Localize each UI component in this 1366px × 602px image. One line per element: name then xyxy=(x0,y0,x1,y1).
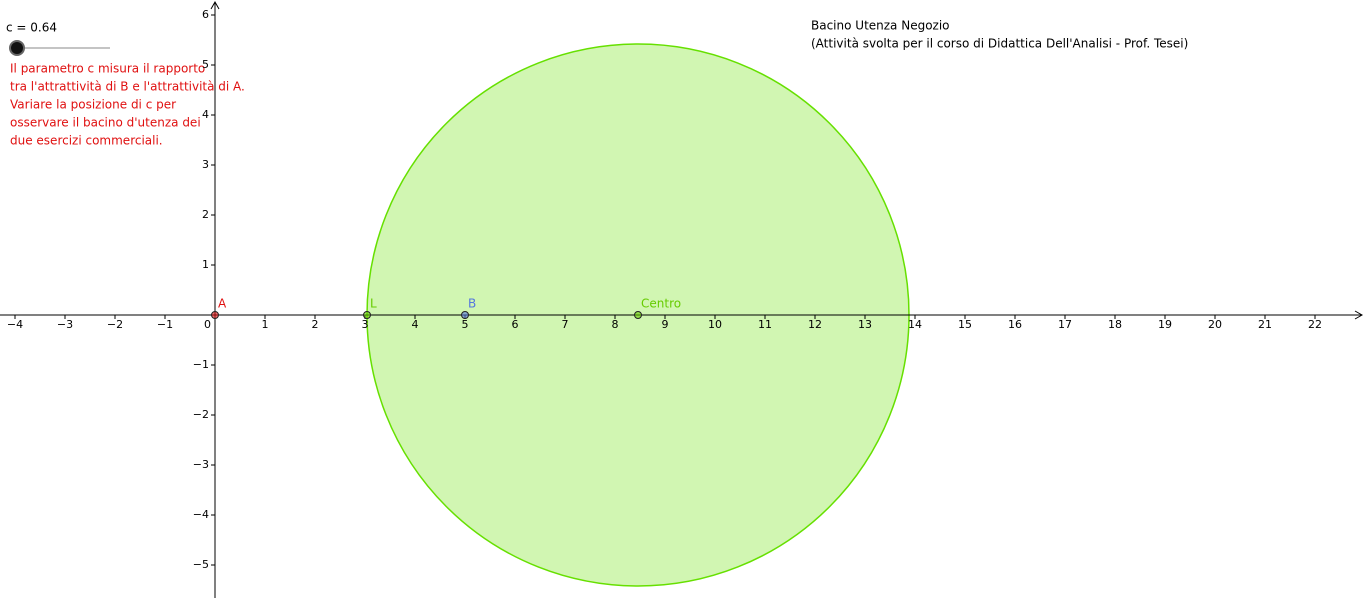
x-tick-label: −1 xyxy=(157,318,173,331)
slider-label: c = 0.64 xyxy=(6,21,57,35)
x-tick-label: −3 xyxy=(57,318,73,331)
x-tick-label: 1 xyxy=(262,318,269,331)
point xyxy=(634,311,642,319)
y-tick-label: −5 xyxy=(193,558,209,571)
note-line: osservare il bacino d'utenza dei xyxy=(10,116,201,130)
x-tick-label: 14 xyxy=(908,318,922,331)
point-label: B xyxy=(468,297,476,311)
origin-label: 0 xyxy=(204,318,211,331)
x-tick-label: 9 xyxy=(662,318,669,331)
y-tick-label: −1 xyxy=(193,358,209,371)
x-tick-label: −4 xyxy=(7,318,23,331)
x-tick-label: 7 xyxy=(562,318,569,331)
x-tick-label: 18 xyxy=(1108,318,1122,331)
y-tick-label: 1 xyxy=(202,258,209,271)
x-tick-label: 10 xyxy=(708,318,722,331)
point-label: L xyxy=(370,297,377,311)
header-line: Bacino Utenza Negozio xyxy=(811,19,950,33)
point xyxy=(211,311,219,319)
x-tick-label: 20 xyxy=(1208,318,1222,331)
x-tick-label: 13 xyxy=(858,318,872,331)
point xyxy=(363,311,371,319)
x-tick-label: 21 xyxy=(1258,318,1272,331)
x-axis-arrow xyxy=(1354,310,1364,320)
note-line: Variare la posizione di c per xyxy=(10,98,176,112)
x-tick-label: 5 xyxy=(462,318,469,331)
x-tick-label: −2 xyxy=(107,318,123,331)
note-line: due esercizi commerciali. xyxy=(10,134,163,148)
header-line: (Attività svolta per il corso di Didatti… xyxy=(811,37,1188,51)
x-tick-label: 3 xyxy=(362,318,369,331)
slider-knob[interactable] xyxy=(9,40,25,56)
x-tick-label: 12 xyxy=(808,318,822,331)
note-line: Il parametro c misura il rapporto xyxy=(10,62,205,76)
point xyxy=(461,311,469,319)
y-tick-label: 5 xyxy=(202,58,209,71)
note-line: tra l'attrattività di B e l'attrattività… xyxy=(10,80,245,94)
x-tick-label: 15 xyxy=(958,318,972,331)
x-tick-label: 6 xyxy=(512,318,519,331)
x-tick-label: 16 xyxy=(1008,318,1022,331)
x-tick-label: 11 xyxy=(758,318,772,331)
x-tick-label: 19 xyxy=(1158,318,1172,331)
y-tick-label: 6 xyxy=(202,8,209,21)
x-tick-label: 2 xyxy=(312,318,319,331)
y-tick-label: 2 xyxy=(202,208,209,221)
x-tick-label: 4 xyxy=(412,318,419,331)
y-tick-label: 4 xyxy=(202,108,209,121)
point-label: Centro xyxy=(641,297,681,311)
y-axis-arrow xyxy=(210,0,220,10)
x-tick-label: 22 xyxy=(1308,318,1322,331)
x-tick-label: 8 xyxy=(612,318,619,331)
y-tick-label: −3 xyxy=(193,458,209,471)
y-tick-label: 3 xyxy=(202,158,209,171)
point-label: A xyxy=(218,297,227,311)
y-tick-label: −4 xyxy=(193,508,209,521)
x-tick-label: 17 xyxy=(1058,318,1072,331)
y-tick-label: −2 xyxy=(193,408,209,421)
